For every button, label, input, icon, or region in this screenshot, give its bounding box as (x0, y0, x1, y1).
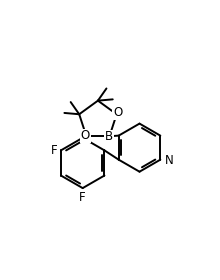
Text: O: O (113, 106, 122, 120)
Text: F: F (79, 191, 86, 204)
Text: B: B (105, 130, 113, 143)
Text: N: N (165, 154, 174, 167)
Text: F: F (51, 144, 58, 157)
Text: O: O (81, 129, 90, 142)
Text: N: N (165, 154, 174, 167)
